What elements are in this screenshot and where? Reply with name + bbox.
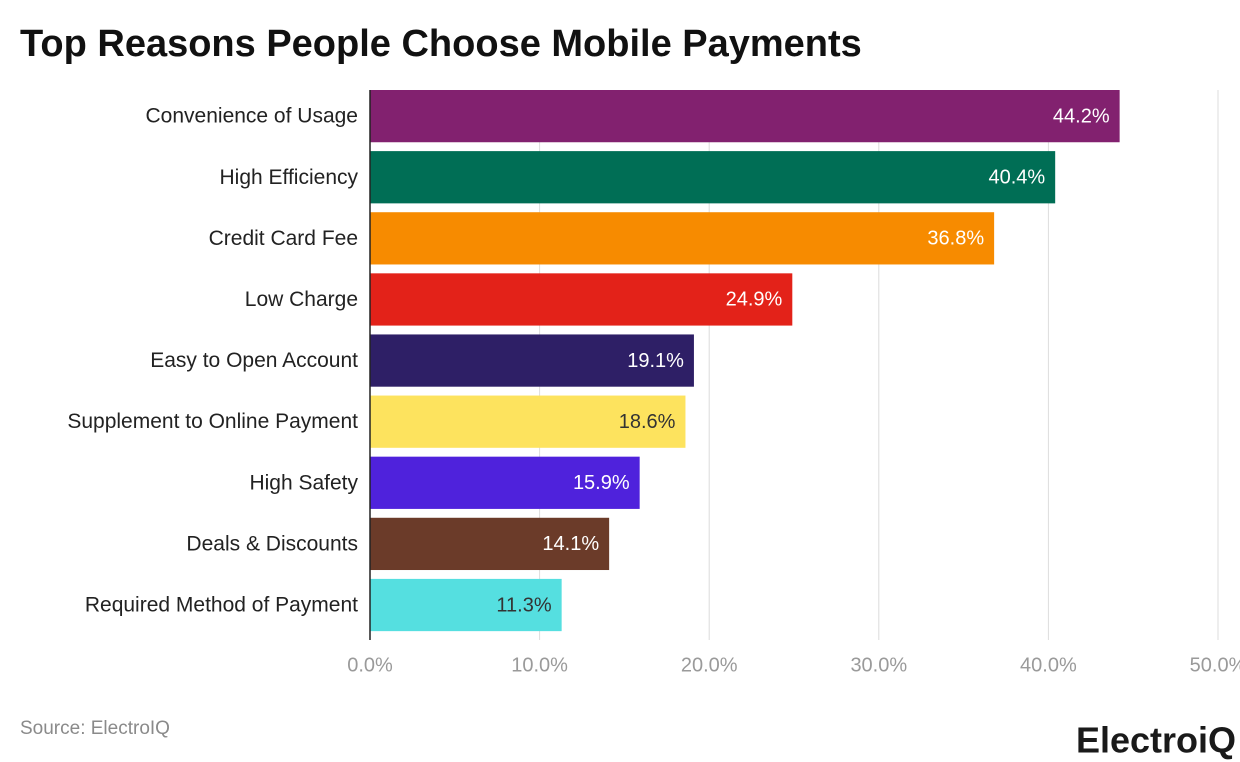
bar [370,334,694,387]
category-label: Low Charge [245,288,358,311]
x-tick-label: 0.0% [347,654,393,676]
category-label: High Efficiency [219,166,358,189]
value-label: 11.3% [496,594,551,616]
chart-title: Top Reasons People Choose Mobile Payment… [20,23,862,65]
value-label: 24.9% [726,289,783,311]
category-label: Supplement to Online Payment [67,410,358,433]
x-tick-label: 50.0% [1190,654,1240,676]
category-label: Required Method of Payment [85,594,358,617]
category-label: Easy to Open Account [150,349,358,372]
value-label: 19.1% [627,350,684,372]
category-label: High Safety [249,471,358,494]
x-tick-label: 40.0% [1020,654,1077,676]
value-label: 36.8% [927,228,984,250]
bar [370,517,610,571]
bar [370,151,1056,204]
value-label: 15.9% [573,472,630,494]
bar [370,212,995,265]
source: Source: ElectroIQ [20,718,170,739]
value-label: 14.1% [542,533,599,555]
category-label: Deals & Discounts [186,532,358,555]
category-label: Convenience of Usage [146,105,358,128]
value-label: 18.6% [619,411,676,433]
x-tick-label: 20.0% [681,654,738,676]
x-tick-label: 30.0% [850,654,907,676]
category-label: Credit Card Fee [209,227,358,250]
bar [370,90,1120,143]
logo: ElectroiQ [1076,720,1236,761]
bar [370,273,793,326]
bar [370,456,640,509]
value-label: 44.2% [1053,105,1110,127]
x-tick-label: 10.0% [511,654,568,676]
bar [370,578,562,632]
bar [370,395,686,448]
value-label: 40.4% [988,167,1045,189]
